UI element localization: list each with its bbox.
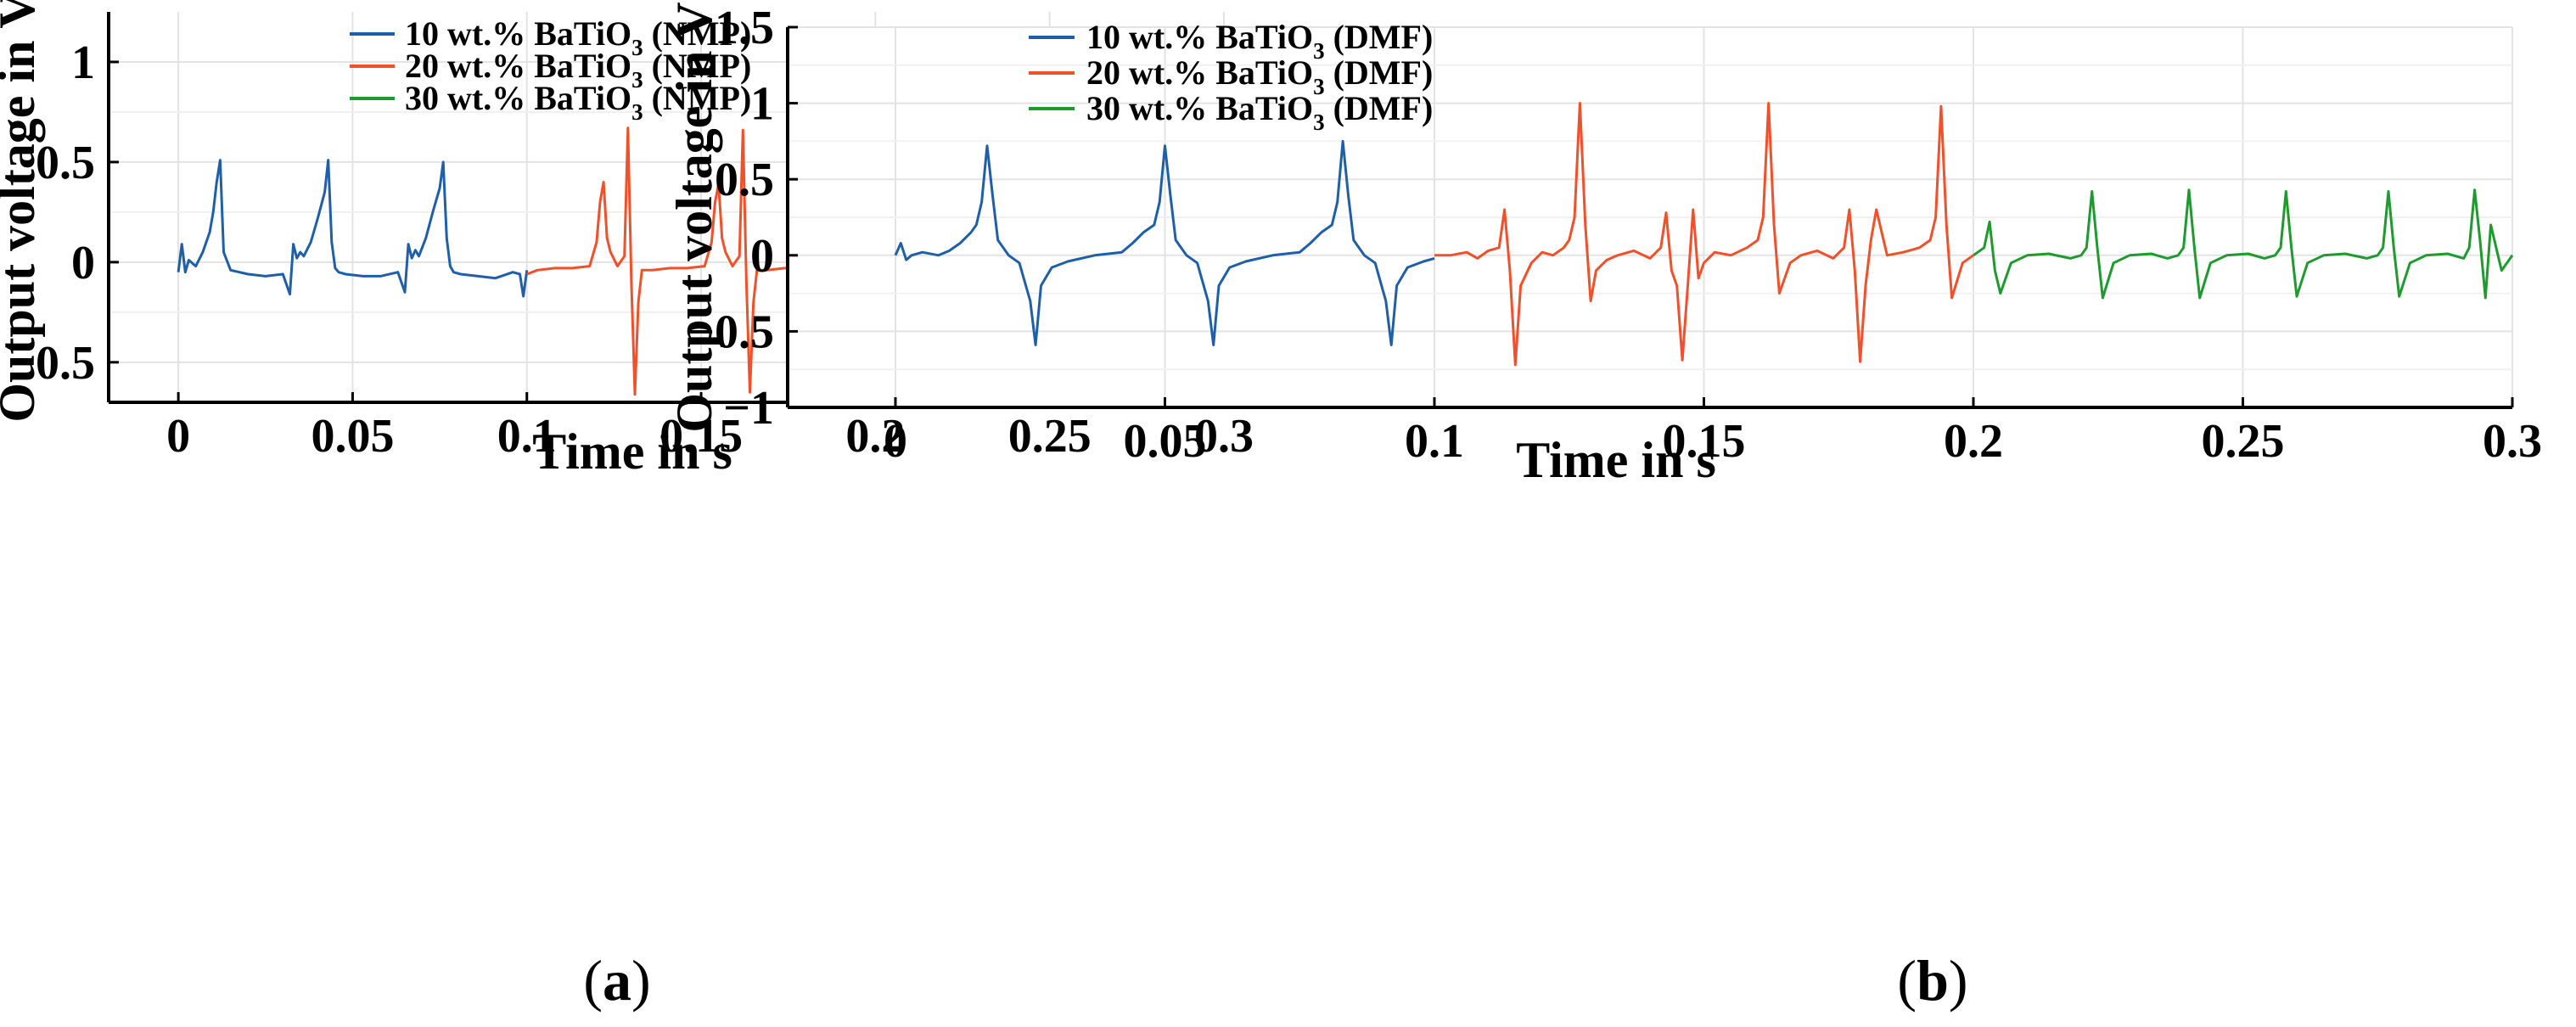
y-tick-label: 1 — [71, 36, 95, 89]
x-tick-label: 0.3 — [1194, 410, 1254, 463]
legend-entry-2: 20 wt.% BaTiO3 (DMF) — [1086, 53, 1433, 99]
y-tick-label: −0.5 — [8, 337, 95, 390]
series-line-3 — [1973, 188, 2514, 300]
x-tick-label: 0.25 — [1008, 410, 1092, 463]
y-tick-label: 0 — [750, 230, 774, 283]
y-axis-title: Output voltage in V — [666, 2, 722, 432]
legend-entry-2: 20 wt.% BaTiO3 (NMP) — [405, 47, 751, 93]
y-axis-title: Output voltage in V — [0, 0, 45, 423]
legend-entry-1: 10 wt.% BaTiO3 (DMF) — [1086, 18, 1433, 64]
y-tick-label: 1.5 — [715, 2, 774, 54]
panel-label-a: (a) — [583, 948, 650, 1013]
x-tick-label: 0.15 — [1663, 415, 1746, 468]
legend-entry-1: 10 wt.% BaTiO3 (NMP) — [405, 14, 751, 60]
x-tick-label: 0 — [884, 415, 907, 468]
chart-panel-b: 0 0.05 0.1 0.15 0.2 0.25 0.3 −1 −0.5 0 0.5 1 1.5 Time… — [666, 2, 2542, 488]
series-line-1 — [177, 159, 529, 298]
x-tick-label: 0.2 — [845, 410, 905, 463]
series-line-2 — [1434, 102, 1974, 367]
x-tick-label: 0.1 — [1405, 415, 1464, 468]
series-line-1 — [894, 139, 1435, 346]
x-tick-label: 0.2 — [1944, 415, 2003, 468]
legend: 10 wt.% BaTiO3 (DMF)20 wt.% BaTiO3 (DMF)… — [1029, 18, 1433, 135]
x-tick-label: 0.05 — [311, 410, 394, 463]
x-axis-title: Time in s — [1516, 432, 1716, 488]
x-tick-label: 0.3 — [2483, 415, 2542, 468]
x-tick-label: 0.1 — [497, 410, 557, 463]
y-tick-label: −1 — [723, 382, 774, 435]
x-tick-label: 0.05 — [1124, 415, 1207, 468]
x-axis-title: Time in s — [532, 424, 732, 480]
y-tick-label: −0.5 — [687, 306, 774, 358]
y-tick-label: 0 — [71, 237, 95, 289]
y-tick-label: 0.5 — [36, 137, 95, 189]
legend-entry-3: 30 wt.% BaTiO3 (DMF) — [1086, 89, 1433, 135]
y-tick-label: 1 — [750, 78, 774, 131]
legend-entry-3: 30 wt.% BaTiO3 (NMP) — [405, 79, 751, 125]
panel-label-b: (b) — [1897, 948, 1967, 1013]
y-tick-label: 0.5 — [715, 154, 774, 206]
x-tick-label: 0.25 — [2202, 415, 2285, 468]
legend: 10 wt.% BaTiO3 (NMP)20 wt.% BaTiO3 (NMP)… — [350, 14, 751, 125]
x-tick-label: 0 — [166, 410, 190, 463]
x-tick-label: 0.15 — [659, 410, 743, 463]
